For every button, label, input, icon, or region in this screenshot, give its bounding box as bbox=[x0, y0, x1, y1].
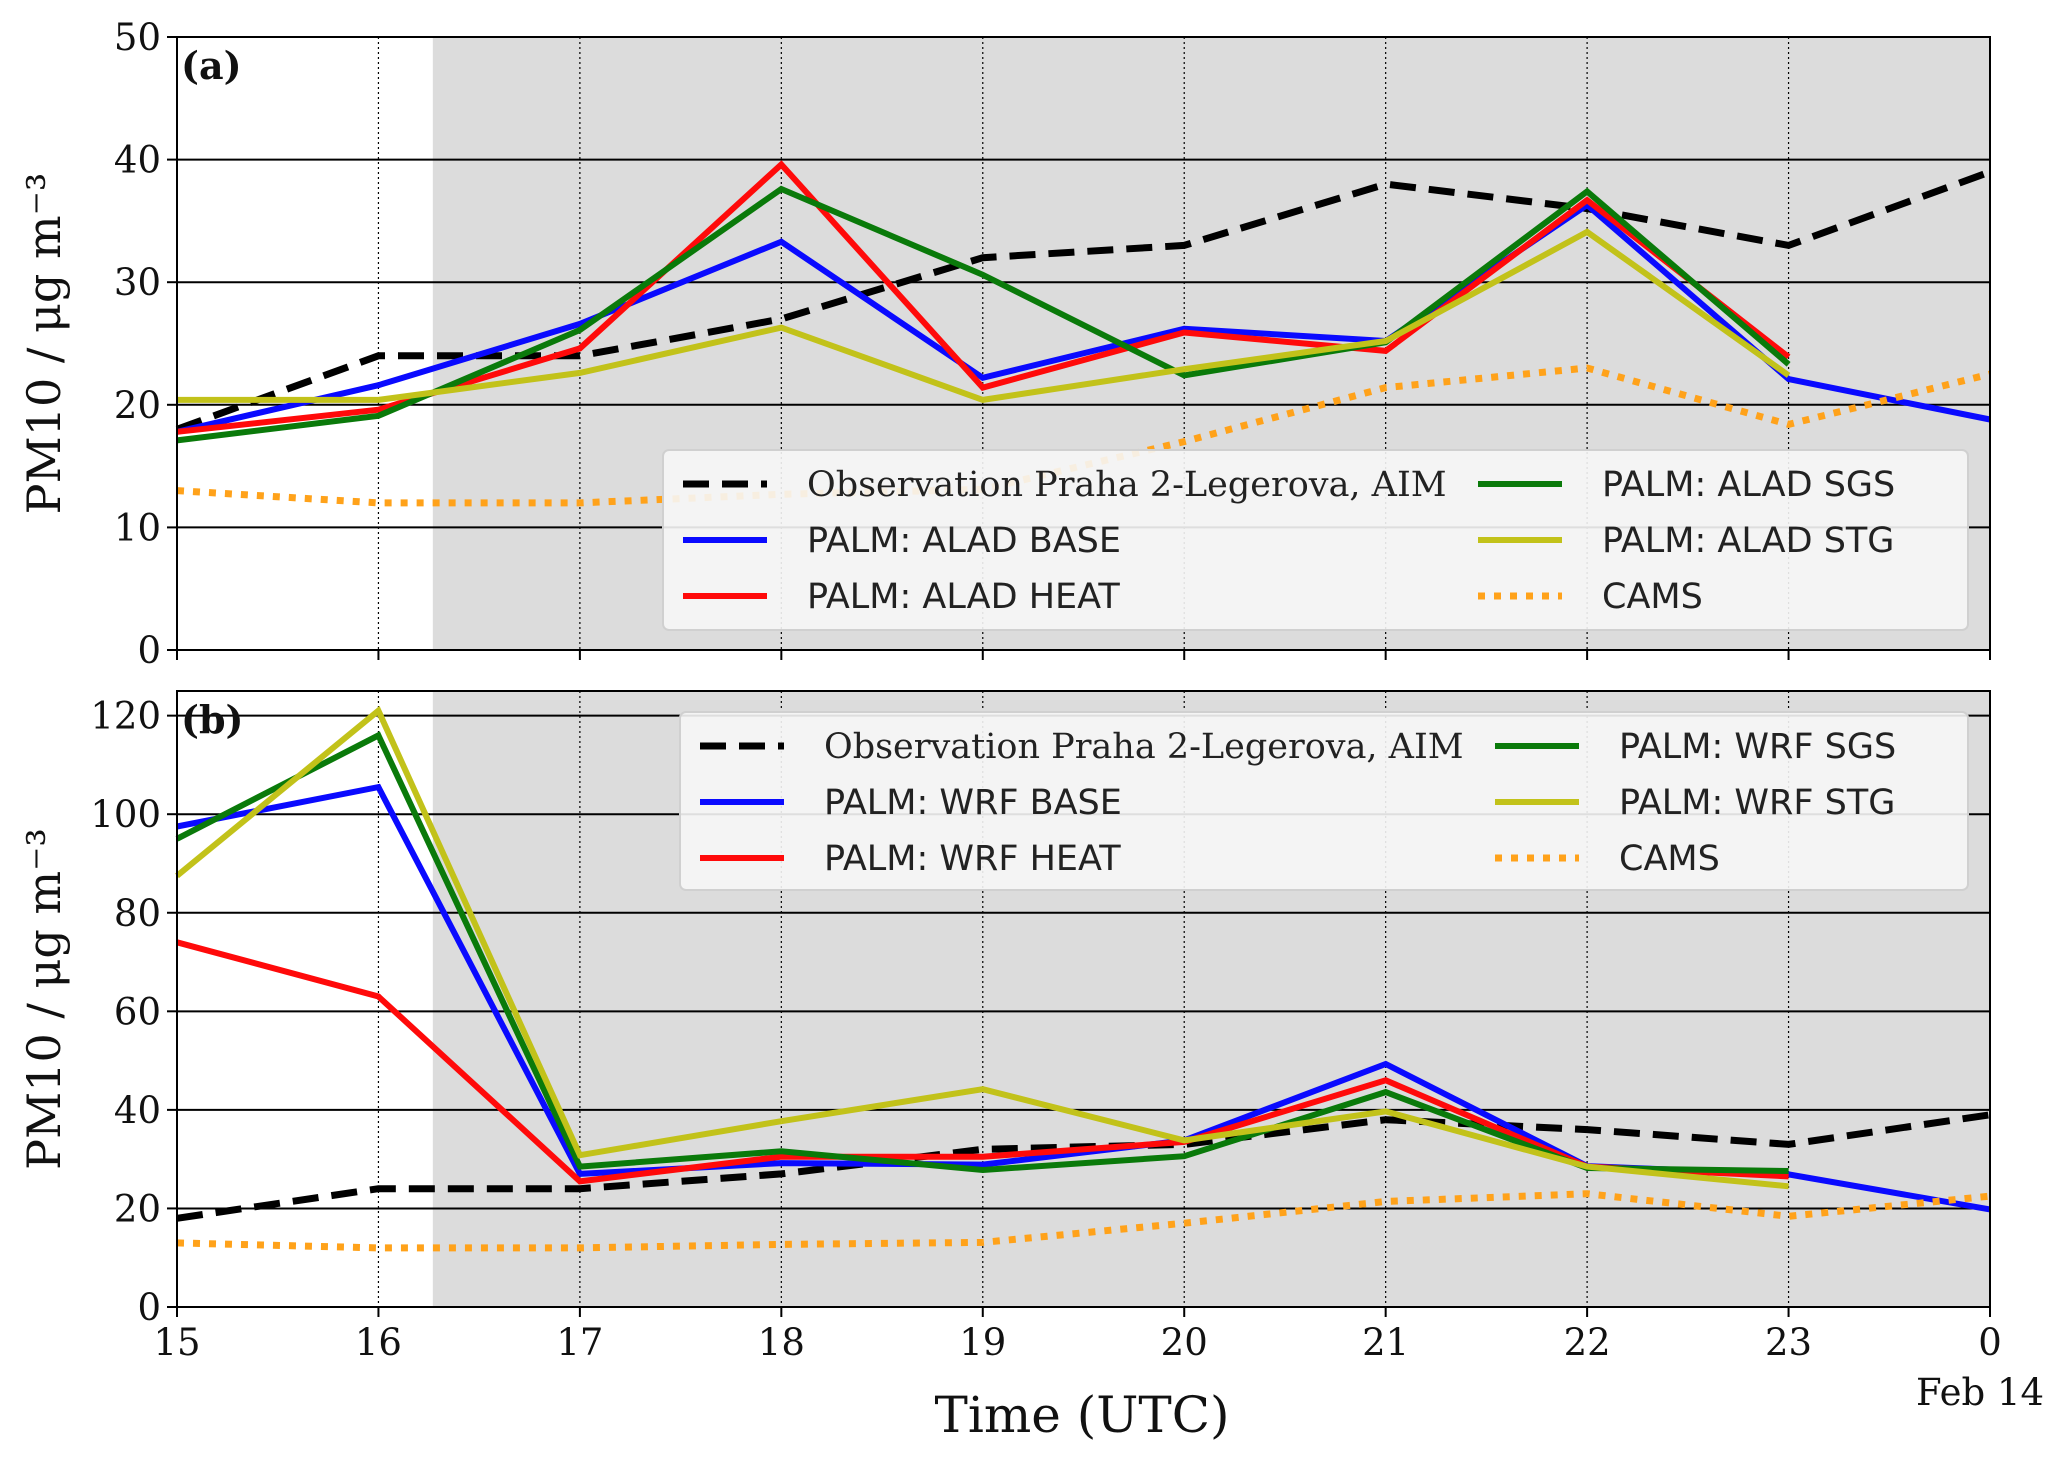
y-tick-label: 0 bbox=[137, 629, 161, 672]
x-tick-label: 17 bbox=[556, 1321, 603, 1364]
date-label: Feb 14 bbox=[1916, 1371, 2044, 1414]
panel-label: (a) bbox=[181, 43, 242, 88]
y-tick-label: 20 bbox=[114, 1187, 161, 1230]
legend-label-observation-praha-2-legerova-aim: Observation Praha 2-Legerova, AIM bbox=[824, 727, 1464, 767]
legend-label-palm-alad-sgs: PALM: ALAD SGS bbox=[1602, 465, 1895, 505]
legend-label-cams: CAMS bbox=[1619, 839, 1720, 879]
series-line-palm-wrf-heat bbox=[176, 939, 1789, 1185]
x-tick-label: 18 bbox=[758, 1321, 805, 1364]
series-line-palm-alad-stg bbox=[177, 228, 1791, 403]
y-tick-label: 0 bbox=[137, 1286, 161, 1329]
y-tick-label: 10 bbox=[114, 506, 161, 549]
legend-label-palm-wrf-heat: PALM: WRF HEAT bbox=[824, 839, 1121, 879]
panel-b: 0 20 40 60 80 100 120 15 16 17 18 19 20 21 22 23 0 PM10 /… bbox=[17, 690, 2002, 1364]
series-line-palm-wrf-stg bbox=[175, 705, 1789, 1190]
x-tick-label: 0 bbox=[1978, 1321, 2002, 1364]
x-tick-label: 22 bbox=[1564, 1321, 1611, 1364]
panel-label: (b) bbox=[181, 697, 244, 742]
legend-box bbox=[662, 449, 1969, 631]
y-tick-label: 40 bbox=[114, 1089, 161, 1132]
series-line-palm-alad-base bbox=[176, 201, 1991, 435]
legend-label-observation-praha-2-legerova-aim: Observation Praha 2-Legerova, AIM bbox=[807, 465, 1447, 505]
y-tick-label: 120 bbox=[90, 695, 161, 738]
y-axis-label: PM10 / μg m⁻³ bbox=[17, 828, 71, 1170]
x-tick-label: 15 bbox=[153, 1321, 200, 1364]
x-tick-label: 20 bbox=[1161, 1321, 1208, 1364]
x-tick-label: 21 bbox=[1362, 1321, 1409, 1364]
legend-box bbox=[679, 711, 1969, 891]
x-axis-label: Time (UTC) bbox=[935, 1386, 1230, 1444]
x-tick-label: 23 bbox=[1765, 1321, 1812, 1364]
legend-label-cams: CAMS bbox=[1602, 577, 1703, 617]
y-axis-label: PM10 / μg m⁻³ bbox=[17, 173, 71, 515]
x-tick-label: 19 bbox=[959, 1321, 1006, 1364]
axes-frame bbox=[176, 36, 1991, 651]
legend-label-palm-alad-stg: PALM: ALAD STG bbox=[1602, 521, 1894, 561]
x-tick-label: 16 bbox=[355, 1321, 402, 1364]
series-line-palm-wrf-sgs bbox=[175, 731, 1789, 1174]
legend-label-palm-alad-heat: PALM: ALAD HEAT bbox=[807, 577, 1120, 617]
y-tick-label: 50 bbox=[114, 16, 161, 59]
legend-label-palm-wrf-stg: PALM: WRF STG bbox=[1619, 783, 1895, 823]
y-tick-label: 60 bbox=[114, 990, 161, 1033]
y-tick-label: 100 bbox=[90, 793, 161, 836]
series-line-palm-alad-sgs bbox=[176, 185, 1791, 444]
axes-frame bbox=[176, 690, 1991, 1308]
y-tick-label: 20 bbox=[114, 384, 161, 427]
legend-label-palm-wrf-base: PALM: WRF BASE bbox=[824, 783, 1122, 823]
legend-label-palm-wrf-sgs: PALM: WRF SGS bbox=[1619, 727, 1896, 767]
y-tick-label: 40 bbox=[114, 139, 161, 182]
panel-a: 0 10 20 30 40 50 PM10 / μg m⁻³ (a) Observation P… bbox=[17, 16, 1992, 672]
y-tick-label: 80 bbox=[114, 892, 161, 935]
legend-label-palm-alad-base: PALM: ALAD BASE bbox=[807, 521, 1121, 561]
y-tick-label: 30 bbox=[114, 261, 161, 304]
